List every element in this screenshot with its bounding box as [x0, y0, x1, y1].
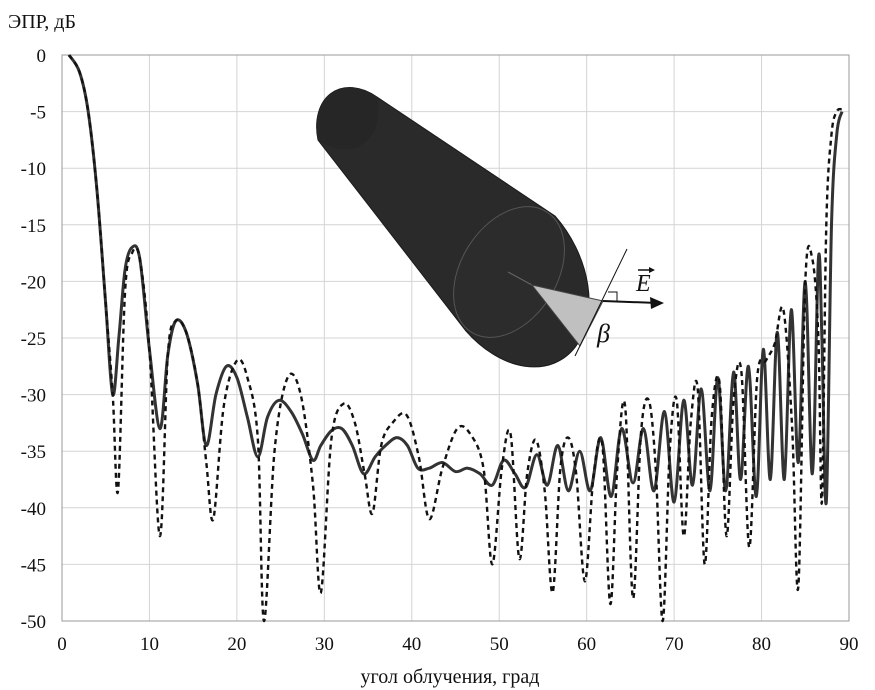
- y-tick-label: -45: [21, 555, 46, 576]
- angle-beta-label: β: [596, 319, 610, 348]
- y-tick-label: -10: [21, 159, 46, 180]
- y-tick-label: -25: [21, 329, 46, 350]
- cylinder-top-cap: [316, 87, 379, 150]
- e-vector-arrowhead: [650, 297, 664, 309]
- x-axis-title: угол облучения, град: [361, 666, 540, 688]
- incidence-sector: [530, 284, 604, 347]
- y-axis-title: ЭПР, дБ: [8, 11, 76, 33]
- x-tick-label: 30: [315, 634, 334, 655]
- y-tick-label: -40: [21, 499, 46, 520]
- y-tick-label: -5: [30, 103, 46, 124]
- x-tick-label: 80: [752, 634, 771, 655]
- series-lines: [67, 54, 844, 623]
- polarization-plane-line: [574, 248, 628, 357]
- e-vector-arrow: [602, 300, 659, 304]
- x-tick-label: 50: [490, 634, 509, 655]
- y-tick-label: -20: [21, 272, 46, 293]
- y-tick-label: -30: [21, 386, 46, 407]
- x-tick-label: 20: [227, 634, 246, 655]
- y-tick-label: -35: [21, 442, 46, 463]
- tick-labels: 0 10 20 30 40 50 60 70 80 90 0 -5 -10 -15 -20 -25 -30 -35…: [21, 46, 859, 655]
- x-tick-label: 70: [665, 634, 684, 655]
- x-tick-label: 60: [577, 634, 596, 655]
- y-tick-label: -15: [21, 216, 46, 237]
- cylinder-inset: E β: [316, 87, 664, 368]
- x-tick-label: 90: [840, 634, 859, 655]
- y-tick-label: 0: [37, 46, 47, 67]
- x-tick-label: 0: [57, 634, 67, 655]
- x-tick-label: 40: [402, 634, 421, 655]
- e-vector-label-bar-head: [649, 267, 655, 273]
- x-tick-label: 10: [140, 634, 159, 655]
- cylinder-axis-line: [507, 271, 533, 286]
- grid: [61, 54, 850, 622]
- plot-area-border: [61, 54, 850, 622]
- e-vector-label: E: [635, 271, 651, 297]
- y-tick-label: -50: [21, 612, 46, 633]
- series-line-dashed: [67, 54, 843, 623]
- right-angle-marker: [608, 291, 618, 301]
